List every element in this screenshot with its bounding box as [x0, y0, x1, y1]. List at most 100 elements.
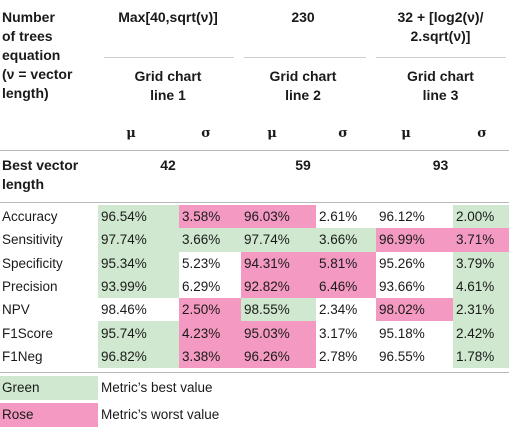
metric-cell: 96.54%	[98, 205, 179, 229]
table-row: Accuracy 96.54% 3.58% 96.03% 2.61% 96.12% 2.00…	[0, 205, 509, 229]
column-3-grid-chart: Grid chart line 3	[372, 67, 509, 105]
separator-line	[104, 57, 234, 58]
legend-row-rose: Rose Metric’s worst value	[0, 403, 509, 427]
mu-header: μ	[267, 126, 277, 141]
table-row: NPV 98.46% 2.50% 98.55% 2.34% 98.02% 2.31%	[0, 298, 509, 322]
header-divider	[0, 150, 509, 151]
metric-cell: 96.82%	[98, 344, 179, 369]
row-label-line: equation	[2, 47, 61, 63]
row-label-header: Number of trees equation (ν = vector len…	[2, 8, 72, 103]
grid-chart-line: Grid chart	[269, 68, 337, 84]
metric-cell: 2.61%	[319, 209, 358, 225]
grid-chart-line: Grid chart	[134, 68, 202, 84]
legend-row-green: Green Metric’s best value	[0, 376, 509, 400]
metric-cell: 2.34%	[319, 302, 358, 318]
table-row: Specificity 95.34% 5.23% 94.31% 5.81% 95.26% 3…	[0, 251, 509, 275]
metrics-table-body: Accuracy 96.54% 3.58% 96.03% 2.61% 96.12% 2.00…	[0, 205, 509, 369]
metric-cell: 3.58%	[179, 205, 241, 229]
metric-cell: 3.79%	[453, 251, 509, 275]
legend-text: Metric’s worst value	[101, 407, 220, 422]
metric-cell: 96.55%	[379, 348, 425, 364]
metric-cell: 94.31%	[241, 251, 316, 275]
metric-cell: 95.34%	[98, 251, 179, 275]
metric-cell: 6.46%	[316, 274, 376, 299]
legend-text: Metric’s best value	[101, 380, 213, 395]
row-label-line: (ν = vector	[2, 66, 73, 82]
equation-line: 32 + [log2(ν)/	[397, 9, 484, 25]
column-3-equation: 32 + [log2(ν)/ 2.sqrt(ν)]	[372, 8, 509, 46]
metric-cell: 2.42%	[453, 321, 509, 345]
equation-line: 2.sqrt(ν)]	[410, 28, 471, 44]
metric-cell: 96.12%	[379, 209, 425, 225]
metric-cell: 92.82%	[241, 274, 316, 299]
sigma-header: σ	[338, 126, 348, 141]
metric-cell: 98.02%	[376, 298, 453, 322]
metric-cell: 3.66%	[179, 228, 241, 252]
metric-cell: 5.81%	[316, 251, 376, 275]
metric-cell: 6.29%	[182, 279, 221, 295]
sigma-header: σ	[477, 126, 487, 141]
equation-line: Max[40,sqrt(ν)]	[118, 9, 218, 25]
mu-header: μ	[401, 126, 411, 141]
metric-label: Sensitivity	[2, 232, 63, 248]
metric-cell: 5.23%	[182, 255, 221, 271]
separator-line	[244, 57, 366, 58]
metric-cell: 97.74%	[241, 228, 316, 252]
column-2-equation: 230	[240, 8, 366, 27]
grid-chart-line: line 3	[422, 87, 459, 103]
table-row: F1Neg 96.82% 3.38% 96.26% 2.78% 96.55% 1.78%	[0, 344, 509, 369]
metric-label: Accuracy	[2, 209, 58, 225]
metric-cell: 98.55%	[241, 298, 316, 322]
best-vector-value-1: 42	[160, 157, 176, 173]
metric-cell: 97.74%	[98, 228, 179, 252]
row-label-line: of trees	[2, 28, 53, 44]
equation-line: 230	[291, 9, 315, 25]
grid-chart-line: Grid chart	[407, 68, 474, 84]
metric-cell: 1.78%	[453, 344, 509, 369]
metric-label: Specificity	[2, 255, 63, 271]
metric-cell: 95.26%	[379, 255, 425, 271]
column-1-equation: Max[40,sqrt(ν)]	[100, 8, 236, 27]
metric-cell: 3.17%	[319, 325, 358, 341]
best-vector-value-2: 59	[295, 157, 311, 173]
best-vector-label: Best vector length	[2, 156, 78, 194]
column-1-grid-chart: Grid chart line 1	[100, 67, 236, 105]
metric-cell: 93.99%	[98, 274, 179, 299]
separator-line	[376, 57, 506, 58]
metric-cell: 95.03%	[241, 321, 316, 345]
metric-cell: 2.50%	[179, 298, 241, 322]
metric-cell: 3.66%	[316, 228, 376, 252]
grid-chart-line: line 1	[150, 87, 186, 103]
metric-cell: 4.61%	[453, 274, 509, 299]
table-divider	[0, 202, 509, 203]
metric-cell: 93.66%	[379, 279, 425, 295]
column-2-grid-chart: Grid chart line 2	[240, 67, 366, 105]
metric-cell: 96.03%	[241, 205, 316, 229]
table-row: Sensitivity 97.74% 3.66% 97.74% 3.66% 96.99% 3…	[0, 228, 509, 252]
metric-cell: 3.71%	[453, 228, 509, 252]
metric-cell: 96.99%	[376, 228, 453, 252]
metric-cell: 2.31%	[453, 298, 509, 322]
legend-divider	[0, 372, 509, 373]
best-vector-label-line: Best vector	[2, 157, 79, 173]
sigma-header: σ	[201, 126, 211, 141]
grid-chart-line: line 2	[285, 87, 321, 103]
metric-cell: 95.74%	[98, 321, 179, 345]
mu-header: μ	[126, 126, 136, 141]
metric-cell: 2.00%	[453, 205, 509, 229]
metric-cell: 3.38%	[179, 344, 241, 369]
row-label-line: length)	[2, 85, 49, 101]
metric-cell: 95.18%	[379, 325, 425, 341]
best-vector-value-3: 93	[432, 157, 449, 173]
metric-label: Precision	[2, 279, 58, 295]
legend-swatch-green: Green	[0, 376, 98, 400]
legend-swatch-rose: Rose	[0, 403, 98, 427]
metric-label: F1Score	[2, 325, 54, 341]
row-label-line: Number	[2, 9, 55, 25]
metric-cell: 4.23%	[179, 321, 241, 345]
metric-cell: 96.26%	[241, 344, 316, 369]
metric-cell: 2.78%	[319, 348, 358, 364]
metric-label: NPV	[2, 302, 30, 318]
metric-cell: 98.46%	[101, 302, 147, 318]
